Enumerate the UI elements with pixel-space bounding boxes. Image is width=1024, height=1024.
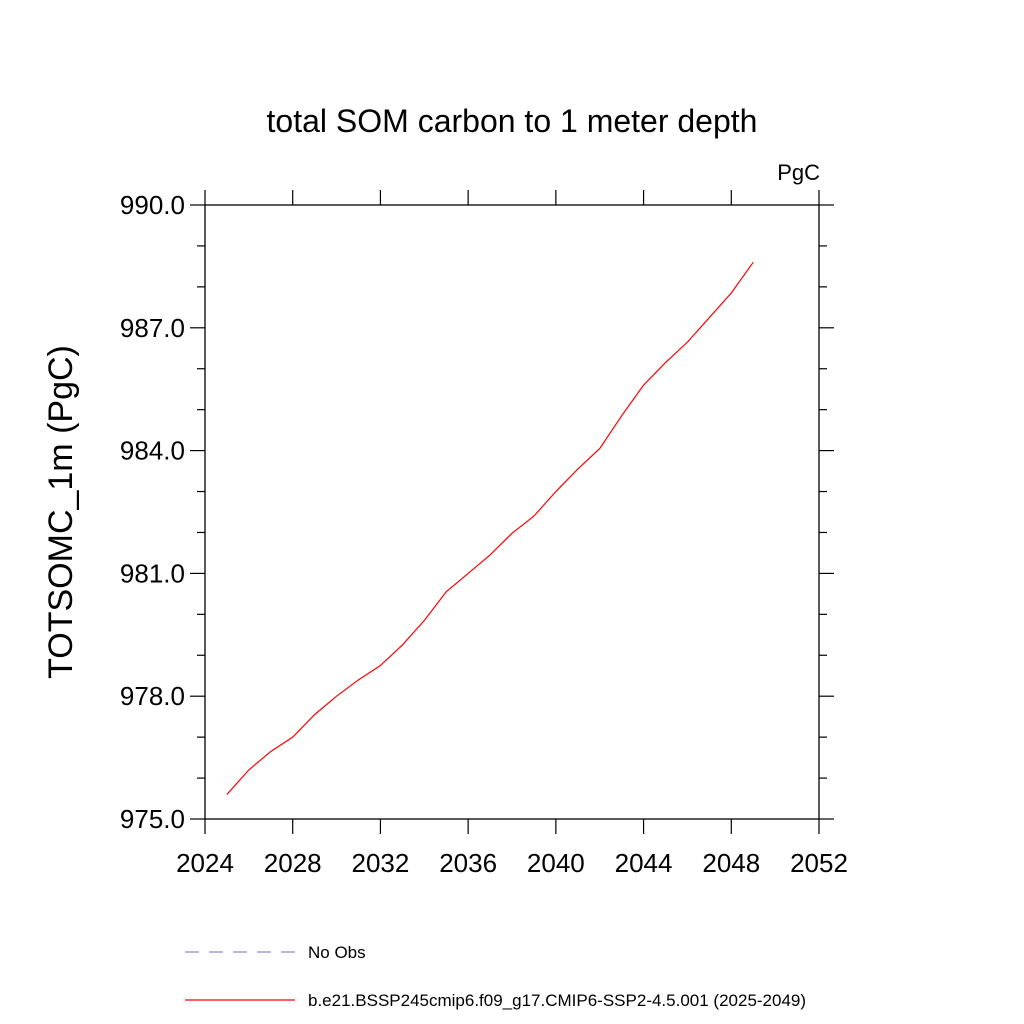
legend-label: b.e21.BSSP245cmip6.f09_g17.CMIP6-SSP2-4.… <box>308 991 806 1010</box>
y-tick-label: 981.0 <box>120 558 185 588</box>
legend: No Obs b.e21.BSSP245cmip6.f09_g17.CMIP6-S… <box>185 943 806 1010</box>
x-tick-label: 2048 <box>702 848 760 878</box>
x-tick-label: 2052 <box>790 848 848 878</box>
x-tick-label: 2024 <box>176 848 234 878</box>
chart-title: total SOM carbon to 1 meter depth <box>267 103 758 139</box>
y-axis-label: TOTSOMC_1m (PgC) <box>42 345 80 679</box>
y-tick-label: 984.0 <box>120 436 185 466</box>
legend-label: No Obs <box>308 943 366 962</box>
x-axis: 2024 2028 2032 2036 2040 2044 2048 2052 <box>176 190 848 878</box>
y-tick-label: 975.0 <box>120 804 185 834</box>
x-tick-label: 2040 <box>527 848 585 878</box>
x-tick-label: 2032 <box>352 848 410 878</box>
plot-border <box>204 204 820 820</box>
x-tick-label: 2036 <box>439 848 497 878</box>
plot-frame <box>204 204 820 820</box>
y-tick-label: 987.0 <box>120 313 185 343</box>
units-label: PgC <box>777 160 820 185</box>
series-layer <box>226 261 754 795</box>
x-tick-label: 2044 <box>615 848 673 878</box>
x-tick-label: 2028 <box>264 848 322 878</box>
y-tick-label: 990.0 <box>120 190 185 220</box>
y-tick-label: 978.0 <box>120 681 185 711</box>
y-axis: 975.0 978.0 981.0 984.0 987.0 990.0 <box>120 190 834 834</box>
series-line <box>226 261 754 795</box>
